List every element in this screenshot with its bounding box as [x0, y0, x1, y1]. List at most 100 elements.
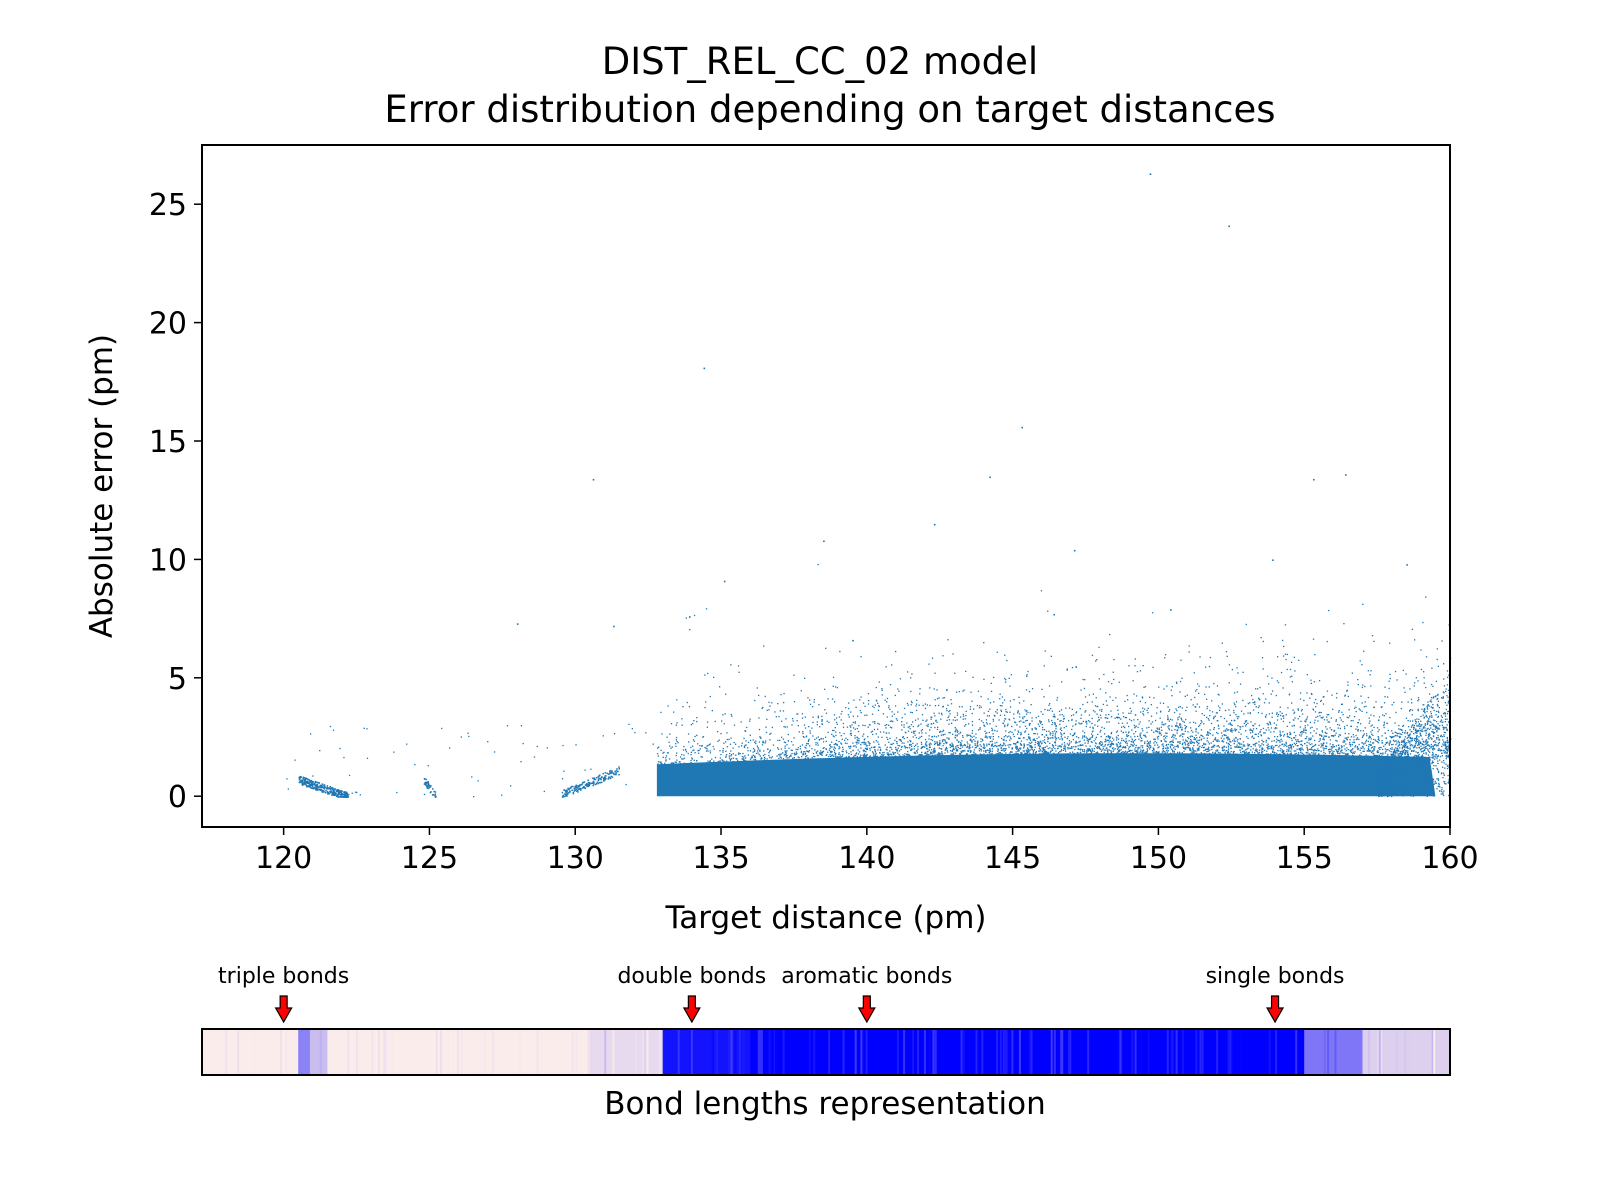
scatter-point: [1341, 752, 1344, 754]
scatter-point: [1171, 686, 1173, 688]
scatter-point: [871, 730, 874, 732]
scatter-point: [1181, 727, 1183, 729]
scatter-point: [962, 736, 964, 738]
scatter-point: [657, 747, 659, 749]
scatter-point: [1446, 748, 1448, 750]
scatter-point: [934, 715, 936, 717]
scatter-point: [706, 748, 708, 750]
scatter-point: [1392, 774, 1395, 776]
scatter-point: [1407, 750, 1409, 752]
scatter-point: [1436, 698, 1438, 700]
scatter-point: [1105, 717, 1107, 719]
scatter-point: [1020, 720, 1022, 722]
scatter-point: [1037, 745, 1040, 747]
scatter-point: [1406, 768, 1408, 770]
scatter-point: [1310, 732, 1312, 734]
scatter-point: [1346, 724, 1348, 727]
scatter-point: [1428, 728, 1431, 731]
scatter-point: [1029, 745, 1031, 747]
scatter-point: [1434, 719, 1436, 722]
scatter-point: [1412, 726, 1415, 728]
scatter-point: [897, 747, 899, 749]
scatter-point: [725, 750, 727, 752]
scatter-point: [665, 757, 667, 759]
scatter-point: [1229, 729, 1231, 731]
scatter-point: [1060, 749, 1063, 751]
scatter-point: [759, 755, 761, 757]
scatter-point: [972, 753, 974, 756]
scatter-point: [1092, 735, 1094, 737]
scatter-point: [1274, 752, 1276, 754]
scatter-point: [1446, 765, 1448, 767]
scatter-point: [1227, 750, 1229, 753]
scatter-point: [1357, 728, 1359, 731]
scatter-point: [1203, 723, 1205, 725]
scatter-point: [1205, 686, 1207, 688]
scatter-point: [1412, 779, 1415, 782]
scatter-point: [1293, 737, 1295, 739]
scatter-point: [1050, 708, 1052, 710]
scatter-point: [1390, 751, 1392, 753]
scatter-point: [1402, 786, 1404, 788]
scatter-point: [1118, 746, 1120, 748]
scatter-point: [1380, 777, 1382, 779]
scatter-point: [966, 741, 968, 743]
scatter-point: [1276, 680, 1278, 682]
scatter-point: [988, 751, 990, 754]
scatter-point: [1045, 752, 1048, 754]
scatter-point: [809, 699, 811, 701]
scatter-point: [1011, 731, 1013, 733]
scatter-point: [818, 738, 821, 741]
scatter-point: [1071, 728, 1073, 731]
scatter-point: [947, 704, 949, 706]
scatter-point: [712, 745, 714, 748]
scatter-point: [1223, 749, 1225, 751]
scatter-point: [949, 709, 951, 712]
scatter-point: [1115, 743, 1118, 745]
scatter-point: [1435, 745, 1438, 747]
scatter-point: [1108, 721, 1110, 723]
scatter-point: [1080, 689, 1082, 691]
scatter-point: [1343, 623, 1345, 625]
scatter-point: [888, 753, 890, 756]
scatter-point: [1405, 742, 1407, 744]
scatter-point: [724, 713, 726, 715]
scatter-point: [1435, 710, 1438, 713]
scatter-point: [822, 741, 825, 743]
scatter-point: [1181, 719, 1183, 721]
scatter-point: [987, 749, 989, 751]
scatter-point: [1407, 755, 1409, 757]
scatter-point: [1427, 770, 1429, 773]
scatter-point: [1000, 710, 1003, 712]
scatter-point: [1427, 744, 1429, 746]
scatter-point: [749, 750, 752, 752]
scatter-point: [1118, 753, 1120, 755]
scatter-point: [992, 720, 995, 722]
scatter-point: [1173, 737, 1175, 739]
scatter-point: [1020, 752, 1022, 754]
scatter-point: [1387, 765, 1389, 767]
scatter-point: [1438, 747, 1440, 750]
scatter-point: [1125, 742, 1127, 744]
scatter-point: [786, 744, 788, 746]
scatter-point: [1087, 742, 1089, 744]
scatter-point: [1198, 742, 1200, 745]
scatter-point: [1252, 748, 1254, 750]
scatter-point: [791, 752, 793, 755]
scatter-point: [1168, 727, 1170, 730]
scatter-point: [869, 724, 871, 726]
scatter-point: [1347, 684, 1349, 686]
scatter-point: [1075, 720, 1077, 722]
scatter-point: [696, 720, 698, 723]
scatter-point: [1056, 699, 1058, 701]
scatter-point: [889, 726, 892, 728]
scatter-point: [1135, 725, 1137, 727]
scatter-point: [1300, 752, 1302, 754]
scatter-point: [1176, 682, 1178, 685]
scatter-point: [890, 743, 892, 745]
scatter-point: [1334, 754, 1336, 756]
scatter-point: [1221, 740, 1223, 743]
scatter-point: [1399, 728, 1401, 731]
scatter-point: [1173, 750, 1175, 752]
scatter-point: [1434, 725, 1436, 727]
